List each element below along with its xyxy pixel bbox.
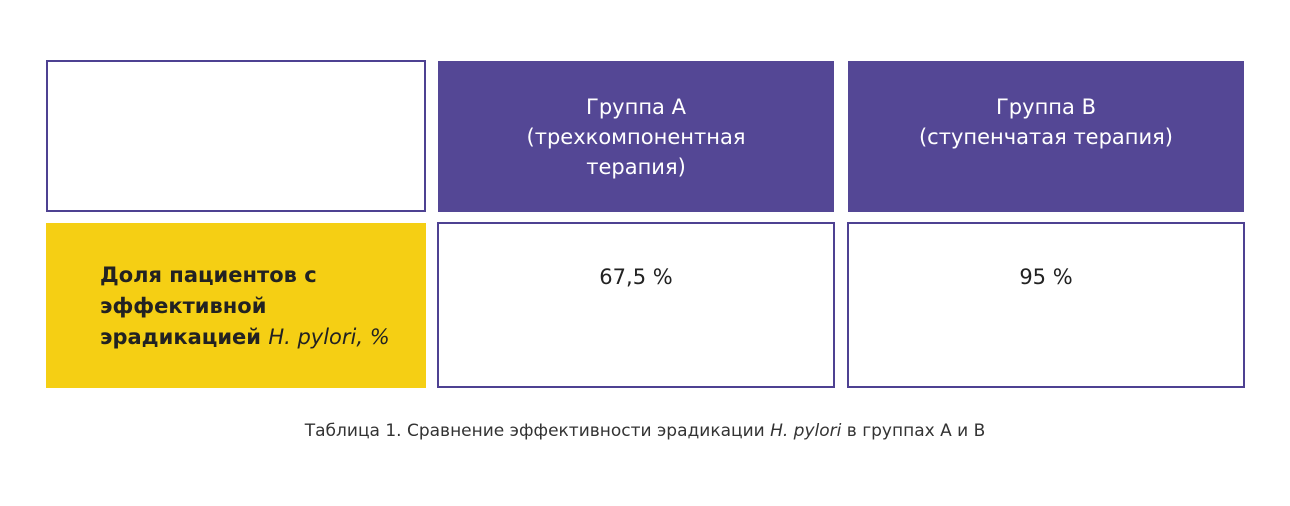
row-label-suffix: , % xyxy=(356,325,390,349)
row-label-italic: H. pylori xyxy=(268,325,357,349)
header-group-b-line-2: (ступенчатая терапия) xyxy=(918,125,1174,149)
table-caption: Таблица 1. Сравнение эффективности эради… xyxy=(0,421,1290,441)
value-group-a: 67,5 % xyxy=(437,222,835,388)
header-group-a: Группа А (трехкомпонентная терапия) xyxy=(438,61,834,212)
empty-corner-cell xyxy=(46,60,426,212)
header-group-a-line-1: Группа А xyxy=(586,95,686,119)
row-label-cell: Доля пациентов с эффективной эрадикацией… xyxy=(46,223,426,388)
header-group-a-line-2: (трехкомпонентная xyxy=(526,125,746,149)
caption-suffix: в группах А и В xyxy=(846,421,986,441)
caption-prefix: Таблица 1. Сравнение эффективности эради… xyxy=(304,421,765,441)
header-group-b-line-1: Группа В xyxy=(996,95,1096,119)
value-group-a-text: 67,5 % xyxy=(599,265,673,289)
value-group-b-text: 95 % xyxy=(1019,265,1073,289)
value-group-b: 95 % xyxy=(847,222,1245,388)
row-label-main: Доля пациентов с эффективной эрадикацией xyxy=(100,263,317,349)
header-group-b: Группа В (ступенчатая терапия) xyxy=(848,61,1244,212)
header-group-a-line-3: терапия) xyxy=(586,155,686,179)
caption-italic: H. pylori xyxy=(770,421,842,441)
